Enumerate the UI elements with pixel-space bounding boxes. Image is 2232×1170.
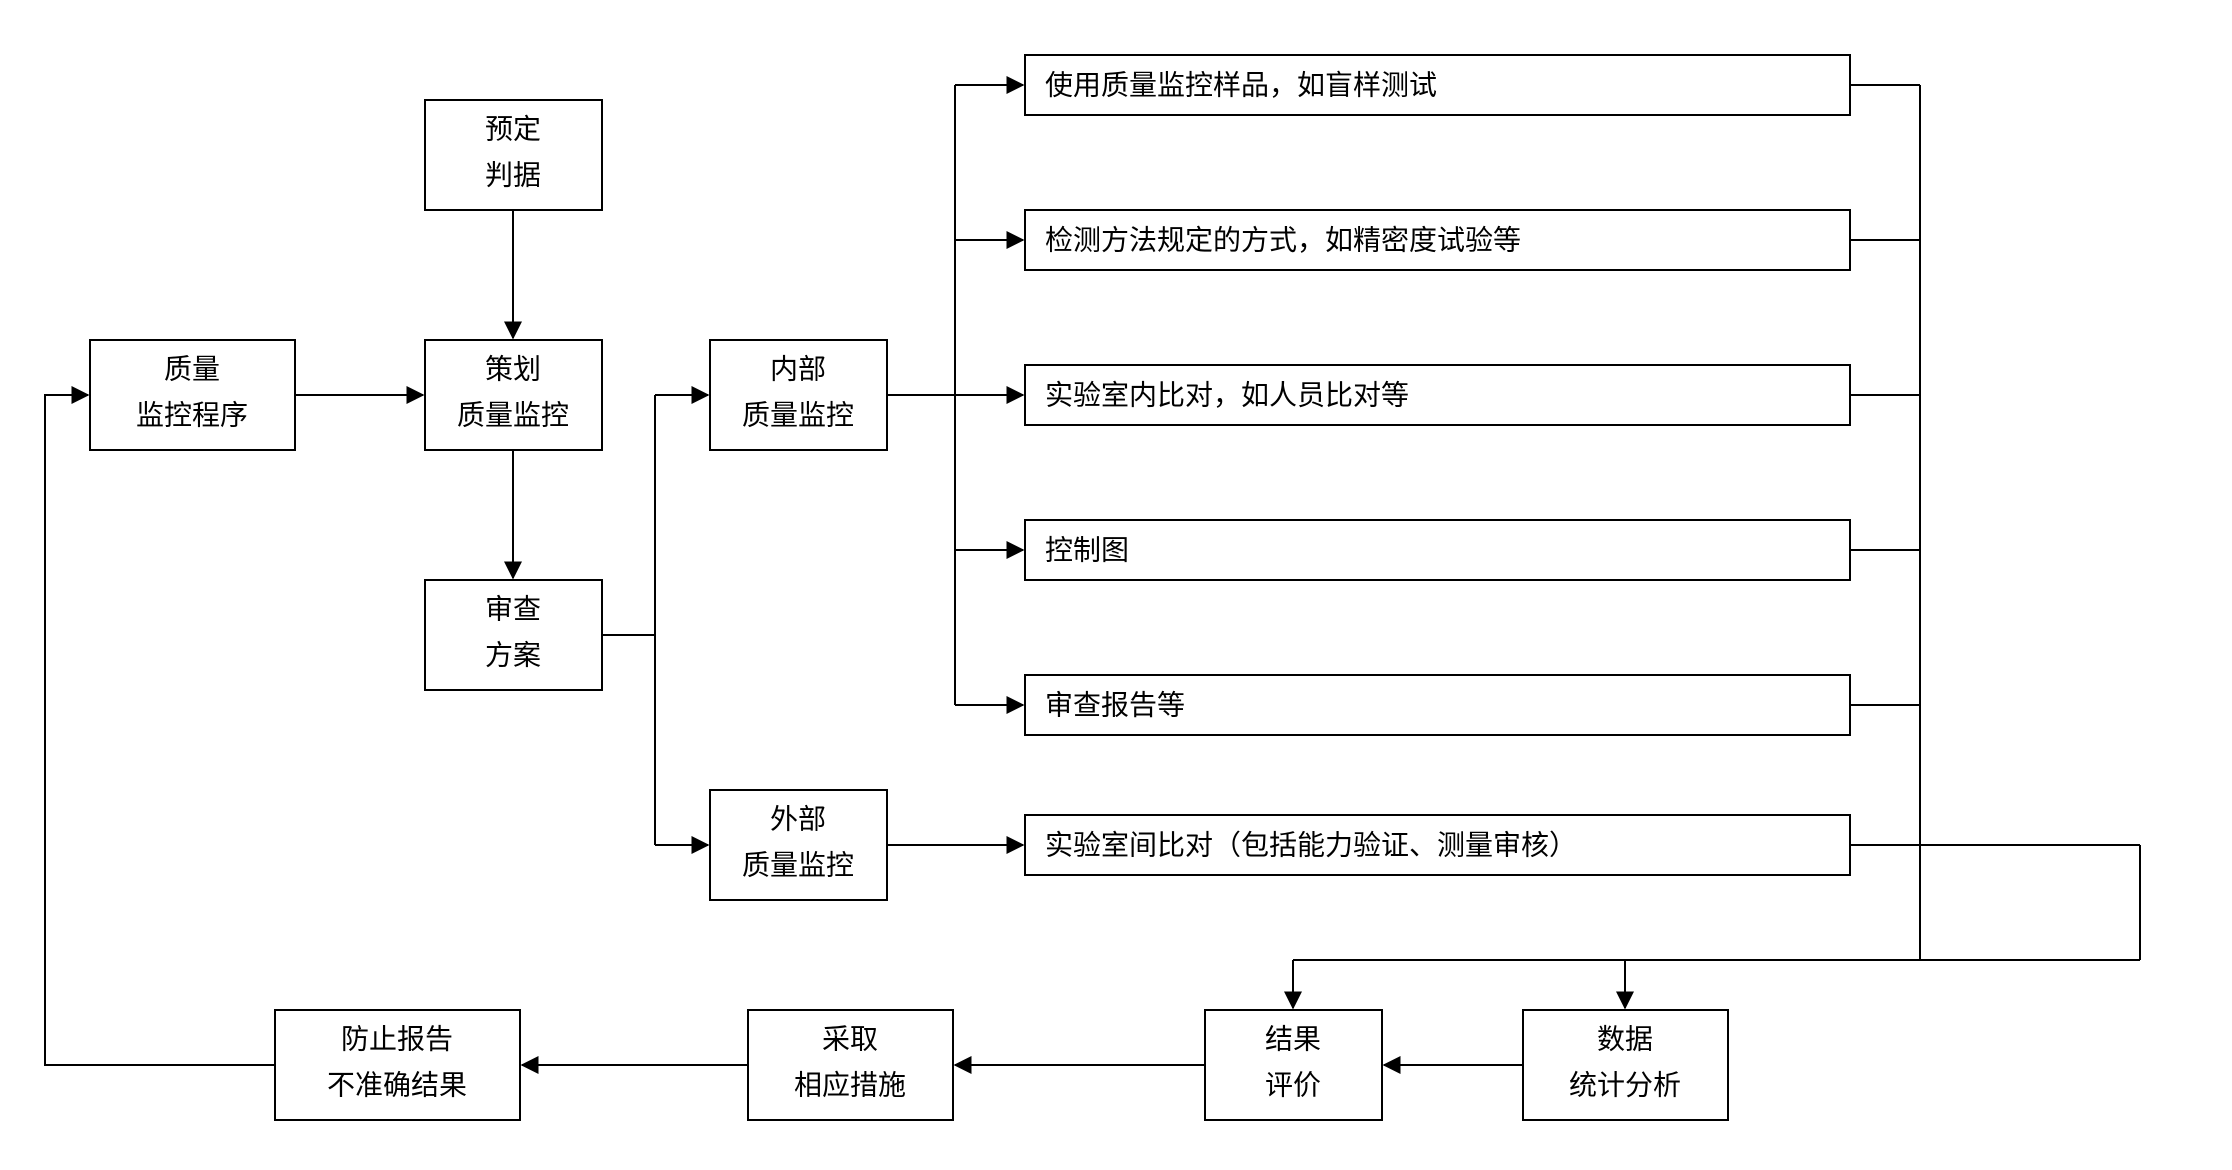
svg-text:质量监控: 质量监控 xyxy=(742,399,854,431)
svg-text:统计分析: 统计分析 xyxy=(1569,1069,1681,1101)
node-item-control-chart: 控制图 xyxy=(1025,520,1850,580)
node-quality-program: 质量 监控程序 xyxy=(90,340,295,450)
svg-text:数据: 数据 xyxy=(1597,1023,1653,1055)
svg-text:审查: 审查 xyxy=(485,593,541,625)
node-item-review-report: 审查报告等 xyxy=(1025,675,1850,735)
svg-text:策划: 策划 xyxy=(485,353,541,385)
svg-text:结果: 结果 xyxy=(1265,1023,1321,1055)
node-plan-qc: 策划 质量监控 xyxy=(425,340,602,450)
svg-text:内部: 内部 xyxy=(770,353,826,385)
svg-text:质量: 质量 xyxy=(164,353,220,385)
svg-text:相应措施: 相应措施 xyxy=(794,1069,906,1101)
svg-text:预定: 预定 xyxy=(485,113,541,145)
node-item-inter-lab-compare: 实验室间比对（包括能力验证、测量审核） xyxy=(1025,815,1850,875)
node-take-action: 采取 相应措施 xyxy=(748,1010,953,1120)
node-data-analysis: 数据 统计分析 xyxy=(1523,1010,1728,1120)
edge-feedback xyxy=(45,395,275,1065)
quality-monitoring-flowchart: 质量 监控程序 预定 判据 策划 质量监控 审查 方案 内部 质量监控 外部 质… xyxy=(0,0,2232,1170)
svg-text:不准确结果: 不准确结果 xyxy=(327,1069,467,1101)
node-external-qc: 外部 质量监控 xyxy=(710,790,887,900)
svg-text:外部: 外部 xyxy=(770,803,826,835)
node-item-method-precision: 检测方法规定的方式，如精密度试验等 xyxy=(1025,210,1850,270)
node-prevent-wrong-report: 防止报告 不准确结果 xyxy=(275,1010,520,1120)
node-internal-qc: 内部 质量监控 xyxy=(710,340,887,450)
svg-text:使用质量监控样品，如盲样测试: 使用质量监控样品，如盲样测试 xyxy=(1045,69,1437,101)
svg-text:实验室内比对，如人员比对等: 实验室内比对，如人员比对等 xyxy=(1045,379,1409,411)
svg-text:采取: 采取 xyxy=(822,1024,878,1055)
node-predetermined-criteria: 预定 判据 xyxy=(425,100,602,210)
node-review-plan: 审查 方案 xyxy=(425,580,602,690)
svg-text:方案: 方案 xyxy=(485,639,541,671)
svg-text:防止报告: 防止报告 xyxy=(341,1023,453,1055)
svg-text:判据: 判据 xyxy=(485,159,541,191)
svg-text:质量监控: 质量监控 xyxy=(457,399,569,431)
node-item-blind-sample: 使用质量监控样品，如盲样测试 xyxy=(1025,55,1850,115)
node-result-eval: 结果 评价 xyxy=(1205,1010,1382,1120)
svg-text:质量监控: 质量监控 xyxy=(742,849,854,881)
node-item-intra-lab-compare: 实验室内比对，如人员比对等 xyxy=(1025,365,1850,425)
svg-text:评价: 评价 xyxy=(1265,1070,1321,1101)
svg-text:控制图: 控制图 xyxy=(1045,534,1129,566)
svg-text:监控程序: 监控程序 xyxy=(136,399,248,431)
svg-text:审查报告等: 审查报告等 xyxy=(1045,689,1185,721)
svg-text:实验室间比对（包括能力验证、测量审核）: 实验室间比对（包括能力验证、测量审核） xyxy=(1045,829,1577,861)
svg-text:检测方法规定的方式，如精密度试验等: 检测方法规定的方式，如精密度试验等 xyxy=(1045,224,1521,256)
